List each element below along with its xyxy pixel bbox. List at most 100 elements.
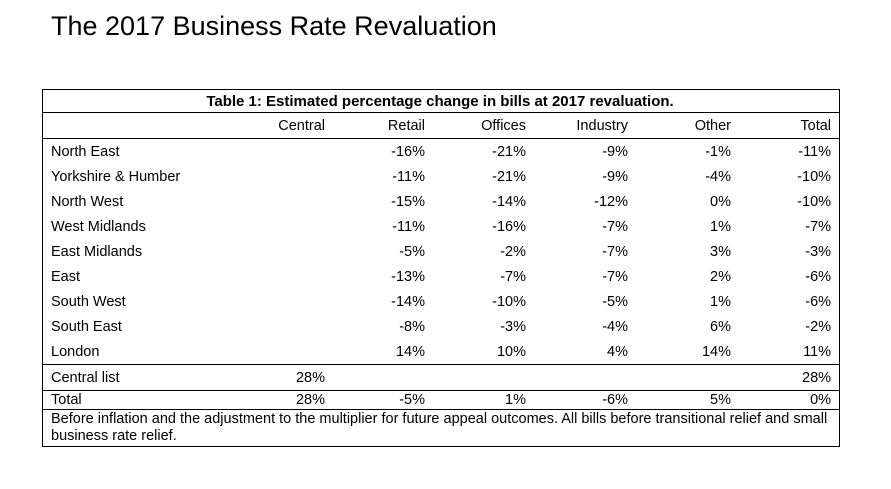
cell-retail: -11% [392, 168, 425, 185]
cell-offices [433, 364, 534, 391]
cell-retail [333, 364, 433, 391]
cell-region: West Midlands [51, 218, 146, 235]
cell-region: South East [51, 318, 122, 335]
table-header-row: Central Retail Offices Industry Other To… [43, 113, 839, 139]
cell-region: South West [51, 293, 126, 310]
cell-other: 1% [710, 218, 731, 235]
cell-total: -11% [739, 138, 840, 164]
cell-total: -10% [797, 193, 832, 210]
table-row: North East -16% -21% -9% -1% -11% [43, 138, 840, 164]
cell-retail: -16% [333, 138, 433, 164]
cell-total: 0% [810, 392, 832, 408]
cell-industry: -7% [602, 268, 628, 285]
cell-region: Total [51, 392, 82, 408]
table-row: South East -8% -3% -4% 6% -2% [43, 314, 839, 339]
cell-industry: -12% [594, 193, 628, 210]
cell-region: East Midlands [51, 243, 143, 260]
cell-central [243, 289, 333, 314]
table-caption: Table 1: Estimated percentage change in … [43, 90, 840, 113]
cell-retail: -13% [391, 268, 425, 285]
cell-other: 5% [710, 392, 731, 408]
revaluation-table: Table 1: Estimated percentage change in … [42, 89, 840, 447]
cell-retail: -5% [399, 243, 425, 260]
cell-other: 14% [701, 343, 731, 360]
cell-retail: -15% [391, 193, 425, 210]
table-row: East Midlands -5% -2% -7% 3% -3% [43, 239, 839, 264]
table-row: Yorkshire & Humber -11% -21% -9% -4% -10% [43, 164, 839, 189]
cell-offices: 1% [505, 392, 526, 408]
cell-offices: -10% [492, 293, 526, 310]
cell-total: 28% [739, 364, 840, 391]
cell-region: Yorkshire & Humber [51, 168, 181, 185]
cell-total: 11% [803, 343, 832, 360]
header-region [43, 113, 243, 139]
header-offices: Offices [481, 117, 526, 134]
cell-retail: -8% [399, 318, 425, 335]
cell-central [243, 339, 333, 365]
cell-industry: -4% [602, 318, 628, 335]
cell-other: 0% [710, 193, 731, 210]
cell-region: North East [43, 138, 243, 164]
cell-offices: -16% [492, 218, 526, 235]
cell-central [243, 214, 333, 239]
cell-total: -2% [805, 318, 832, 335]
total-row: Total 28% -5% 1% -6% 5% 0% [43, 391, 839, 410]
cell-retail: -11% [392, 218, 425, 235]
cell-total: -3% [805, 243, 832, 260]
header-retail: Retail [387, 117, 425, 134]
cell-other: -1% [636, 138, 739, 164]
table-note: Before inflation and the adjustment to t… [43, 409, 839, 446]
cell-retail: 14% [395, 343, 425, 360]
cell-industry: -9% [602, 168, 628, 185]
cell-other: 2% [710, 268, 731, 285]
cell-industry: 4% [607, 343, 628, 360]
cell-other [636, 364, 739, 391]
cell-total: -10% [797, 168, 832, 185]
cell-retail: -14% [391, 293, 425, 310]
cell-central [243, 239, 333, 264]
cell-region: Central list [43, 364, 243, 391]
table-row: North West -15% -14% -12% 0% -10% [43, 189, 839, 214]
central-list-row: Central list 28% 28% [43, 364, 840, 391]
cell-other: 3% [710, 243, 731, 260]
page-title: The 2017 Business Rate Revaluation [51, 11, 497, 41]
cell-industry [534, 364, 636, 391]
cell-total: -6% [805, 293, 832, 310]
table-row: London 14% 10% 4% 14% 11% [43, 339, 839, 365]
cell-offices: 10% [496, 343, 526, 360]
cell-region: North West [51, 193, 124, 210]
cell-central [243, 314, 333, 339]
table-row: West Midlands -11% -16% -7% 1% -7% [43, 214, 839, 239]
cell-industry: -7% [602, 243, 628, 260]
cell-offices: -7% [500, 268, 526, 285]
table-caption-row: Table 1: Estimated percentage change in … [43, 90, 840, 113]
cell-offices: -14% [492, 193, 526, 210]
cell-region: London [51, 343, 100, 360]
cell-industry: -9% [534, 138, 636, 164]
cell-industry: -7% [602, 218, 628, 235]
table-row: South West -14% -10% -5% 1% -6% [43, 289, 839, 314]
cell-total: -6% [805, 268, 832, 285]
cell-total: -7% [805, 218, 832, 235]
cell-central [243, 189, 333, 214]
cell-industry: -5% [602, 293, 628, 310]
cell-central: 28% [243, 364, 333, 391]
cell-offices: -21% [492, 168, 526, 185]
cell-other: 6% [710, 318, 731, 335]
header-other: Other [694, 117, 731, 134]
cell-offices: -3% [500, 318, 526, 335]
table-row: East -13% -7% -7% 2% -6% [43, 264, 839, 289]
header-total: Total [800, 117, 832, 134]
header-central: Central [278, 117, 325, 134]
cell-central [243, 164, 333, 189]
cell-retail: -5% [399, 392, 425, 408]
cell-offices: -2% [500, 243, 526, 260]
cell-central [243, 138, 333, 164]
cell-central: 28% [295, 392, 325, 408]
cell-offices: -21% [433, 138, 534, 164]
header-industry: Industry [576, 117, 628, 134]
cell-central [243, 264, 333, 289]
cell-other: -4% [705, 168, 731, 185]
cell-industry: -6% [602, 392, 628, 408]
cell-other: 1% [710, 293, 731, 310]
